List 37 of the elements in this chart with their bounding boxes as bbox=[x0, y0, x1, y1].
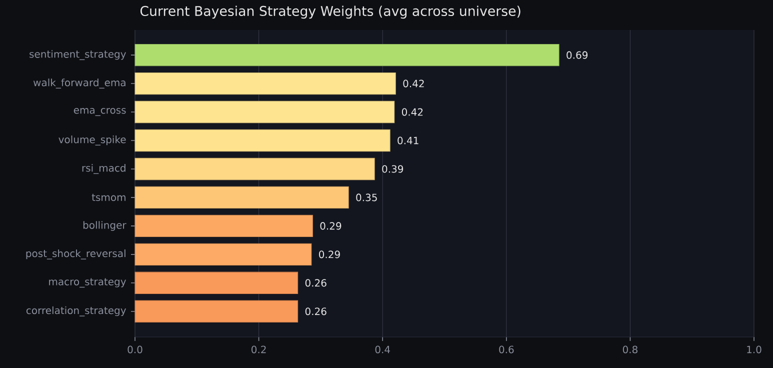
data-label: 0.26 bbox=[305, 279, 326, 287]
y-tick-label: ema_cross bbox=[74, 108, 126, 116]
y-tick-label: post_shock_reversal bbox=[26, 249, 126, 260]
x-tick-label: 0.6 bbox=[499, 346, 514, 354]
bar bbox=[134, 129, 390, 152]
data-label: 0.42 bbox=[403, 80, 424, 88]
y-tick-label: volume_spike bbox=[58, 136, 126, 146]
bar bbox=[134, 72, 396, 95]
data-label: 0.41 bbox=[398, 136, 418, 144]
data-label: 0.26 bbox=[305, 308, 326, 316]
bar bbox=[134, 100, 395, 124]
y-tick-label: rsi_macd bbox=[82, 164, 126, 174]
chart-title: Current Bayesian Strategy Weights (avg across universe) bbox=[140, 6, 520, 19]
bar bbox=[134, 272, 298, 294]
bar bbox=[134, 186, 349, 209]
x-tick-label: 0.0 bbox=[128, 346, 142, 354]
bar bbox=[134, 158, 375, 180]
x-tick-label: 0.4 bbox=[375, 346, 390, 354]
y-tick-label: tsmom bbox=[92, 194, 126, 202]
data-label: 0.35 bbox=[356, 194, 377, 202]
x-tick-label: 1.0 bbox=[747, 346, 762, 354]
bar bbox=[134, 243, 312, 266]
data-label: 0.42 bbox=[402, 108, 423, 116]
bar bbox=[134, 214, 313, 238]
bar bbox=[134, 44, 560, 66]
bar bbox=[134, 300, 298, 322]
y-tick-label: bollinger bbox=[83, 221, 126, 231]
x-tick-label: 0.2 bbox=[252, 346, 266, 354]
y-tick-label: sentiment_strategy bbox=[30, 50, 126, 60]
data-label: 0.39 bbox=[382, 165, 404, 173]
y-tick-label: macro_strategy bbox=[49, 278, 126, 288]
x-tick-label: 0.8 bbox=[622, 346, 638, 354]
y-tick-label: correlation_strategy bbox=[26, 306, 126, 316]
data-label: 0.69 bbox=[566, 51, 588, 59]
data-label: 0.29 bbox=[319, 250, 340, 258]
y-tick-label: walk_forward_ema bbox=[33, 78, 126, 89]
data-label: 0.29 bbox=[320, 222, 342, 230]
